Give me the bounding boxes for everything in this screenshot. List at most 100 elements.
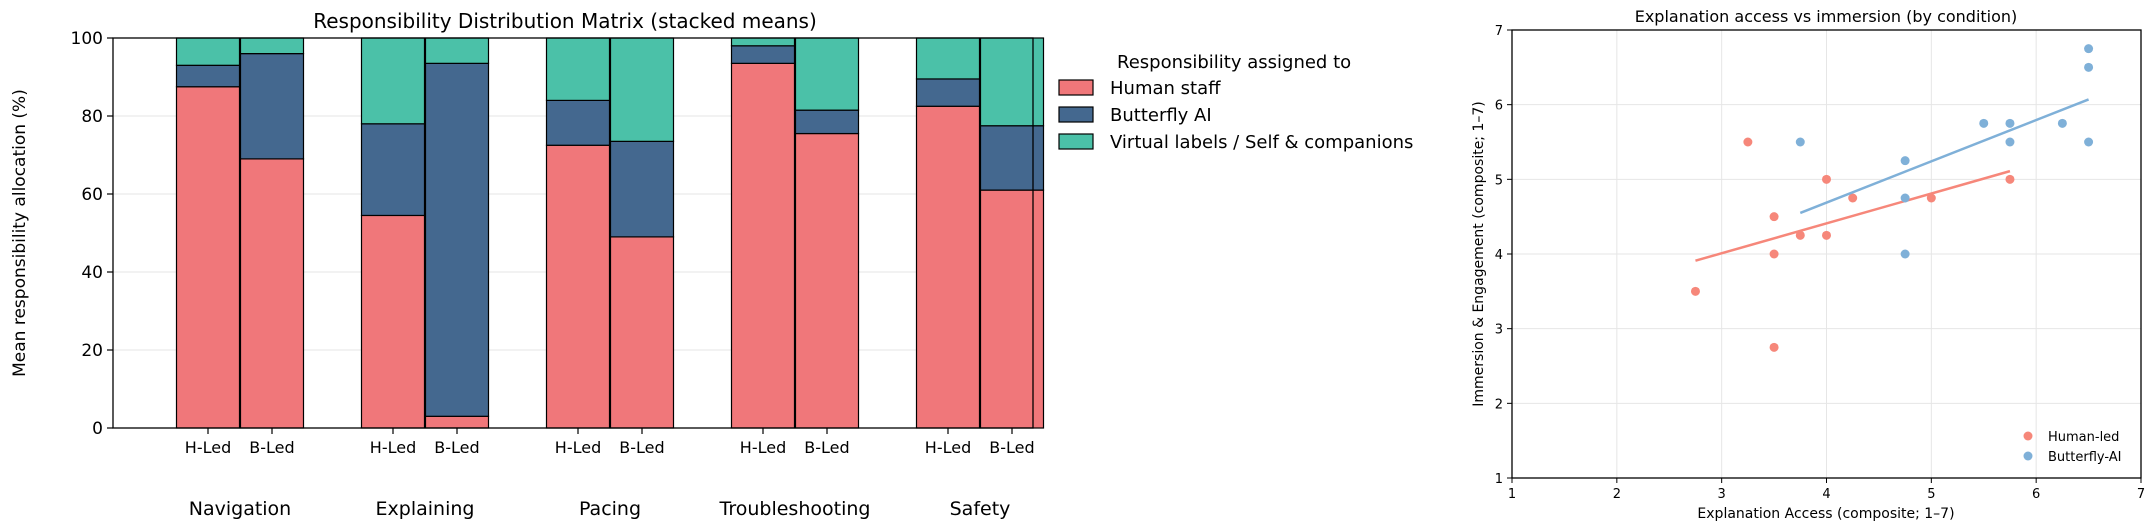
bar-segment bbox=[979, 37, 1045, 127]
scatter-y-tick-label: 4 bbox=[1495, 248, 1503, 263]
scatter-point bbox=[1979, 118, 1989, 128]
bar-segment bbox=[730, 62, 796, 429]
bar-y-axis-label: Mean responsibility allocation (%) bbox=[10, 89, 30, 377]
scatter-x-tick-label: 5 bbox=[1927, 487, 1935, 502]
scatter-x-tick-label: 1 bbox=[1508, 487, 1516, 502]
bar-chart-title: Responsibility Distribution Matrix (stac… bbox=[313, 9, 817, 33]
scatter-x-tick-label: 2 bbox=[1613, 487, 1621, 502]
scatter-x-axis-label: Explanation Access (composite; 1–7) bbox=[1697, 506, 1954, 522]
scatter-x-tick-label: 3 bbox=[1718, 487, 1726, 502]
bar-segment bbox=[979, 189, 1045, 429]
bar-segment bbox=[730, 45, 796, 64]
bar-group-label: Pacing bbox=[579, 498, 641, 520]
bar-segment bbox=[360, 214, 426, 429]
bar-segment bbox=[239, 52, 305, 160]
bar-y-ticks: 0 20 40 60 80 100 bbox=[71, 29, 113, 439]
bar-legend-title: Responsibility assigned to bbox=[1117, 52, 1351, 73]
scatter-legend-label: Butterfly-AI bbox=[2048, 450, 2121, 465]
scatter-y-axis-label: Immersion & Engagement (composite; 1–7) bbox=[1471, 101, 1487, 407]
scatter-point bbox=[2084, 44, 2094, 54]
bar-condition-label: B-Led bbox=[804, 438, 849, 457]
scatter-legend-marker bbox=[2023, 451, 2033, 461]
bar-segment bbox=[794, 109, 860, 135]
bar-segment bbox=[175, 86, 241, 429]
scatter-y-tick-label: 2 bbox=[1495, 397, 1503, 412]
bar-marks bbox=[175, 37, 1045, 429]
scatter-chart-title: Explanation access vs immersion (by cond… bbox=[1635, 7, 2018, 26]
bar-y-tick-label: 100 bbox=[71, 29, 103, 49]
bar-group-label: Safety bbox=[950, 498, 1011, 520]
scatter-point bbox=[2005, 137, 2015, 147]
bar-segment bbox=[360, 37, 426, 125]
bar-segment bbox=[175, 37, 241, 66]
bar-group-label: Troubleshooting bbox=[719, 498, 871, 520]
scatter-marks bbox=[1690, 44, 2094, 352]
bar-condition-label: B-Led bbox=[249, 438, 294, 457]
bar-y-tick-label: 0 bbox=[92, 419, 103, 439]
bar-segment bbox=[424, 62, 490, 417]
stacked-bar-chart: Responsibility Distribution Matrix (stac… bbox=[10, 9, 1045, 520]
scatter-point bbox=[1848, 193, 1858, 203]
bar-condition-label: H-Led bbox=[740, 438, 786, 457]
bar-segment bbox=[175, 64, 241, 88]
bar-segment bbox=[424, 415, 490, 429]
scatter-point bbox=[1926, 193, 1936, 203]
bar-segment bbox=[609, 37, 675, 142]
scatter-ticks: 1 2 3 4 5 6 7 1 2 3 4 5 6 7 bbox=[1495, 24, 2145, 502]
bar-segment bbox=[545, 144, 611, 429]
scatter-point bbox=[1900, 193, 1910, 203]
scatter-point bbox=[2084, 137, 2094, 147]
bar-condition-label: H-Led bbox=[185, 438, 231, 457]
bar-y-tick-label: 40 bbox=[81, 263, 103, 283]
bar-segment bbox=[424, 37, 490, 64]
scatter-point bbox=[2005, 174, 2015, 184]
bar-legend: Responsibility assigned to Human staff Bu… bbox=[1058, 52, 1413, 153]
scatter-y-tick-label: 1 bbox=[1495, 472, 1503, 487]
bar-condition-label: B-Led bbox=[434, 438, 479, 457]
scatter-gridlines bbox=[1511, 29, 2142, 479]
bar-segment bbox=[730, 37, 796, 47]
bar-legend-swatch bbox=[1058, 133, 1094, 150]
bar-group-label: Explaining bbox=[376, 498, 475, 520]
scatter-y-tick-label: 7 bbox=[1495, 24, 1503, 39]
scatter-point bbox=[1822, 174, 1831, 184]
scatter-point bbox=[1822, 230, 1831, 240]
bar-group-label: Navigation bbox=[189, 498, 291, 520]
scatter-trend-line bbox=[1695, 169, 2011, 262]
scatter-point bbox=[1795, 230, 1805, 240]
scatter-legend: Human-led Butterfly-AI bbox=[2023, 430, 2121, 465]
scatter-point bbox=[1769, 249, 1779, 259]
bar-segment bbox=[609, 140, 675, 238]
bar-condition-label: B-Led bbox=[989, 438, 1034, 457]
scatter-point bbox=[2057, 118, 2067, 128]
scatter-point bbox=[1769, 212, 1779, 222]
bar-segment bbox=[915, 105, 981, 429]
bar-legend-label: Butterfly AI bbox=[1110, 105, 1212, 126]
bar-segment bbox=[545, 99, 611, 146]
bar-y-tick-label: 20 bbox=[81, 341, 103, 361]
scatter-y-tick-label: 5 bbox=[1495, 173, 1503, 188]
scatter-point bbox=[1900, 156, 1910, 166]
bar-segment bbox=[239, 37, 305, 55]
bar-legend-label: Human staff bbox=[1110, 78, 1221, 99]
scatter-point bbox=[1900, 249, 1910, 259]
scatter-y-tick-label: 6 bbox=[1495, 99, 1503, 114]
bar-condition-label: H-Led bbox=[555, 438, 601, 457]
bar-condition-label: H-Led bbox=[370, 438, 416, 457]
bar-x-ticks: H-Led B-Led Navigation H-Led B-Led Explaining… bbox=[185, 428, 1035, 520]
scatter-point bbox=[2084, 62, 2094, 72]
bar-segment bbox=[979, 125, 1045, 191]
bar-y-tick-label: 80 bbox=[81, 107, 103, 127]
bar-condition-label: B-Led bbox=[619, 438, 664, 457]
scatter-legend-marker bbox=[2023, 431, 2033, 441]
bar-legend-items: Human staff Butterfly AI Virtual labels / … bbox=[1058, 78, 1413, 153]
bar-segment bbox=[360, 123, 426, 217]
bar-segment bbox=[915, 37, 981, 80]
bar-segment bbox=[239, 158, 305, 429]
scatter-point bbox=[1769, 342, 1779, 352]
scatter-legend-label: Human-led bbox=[2048, 430, 2119, 445]
bar-segment bbox=[794, 132, 860, 429]
bar-segment bbox=[794, 37, 860, 111]
bar-legend-label: Virtual labels / Self & companions bbox=[1110, 132, 1413, 153]
